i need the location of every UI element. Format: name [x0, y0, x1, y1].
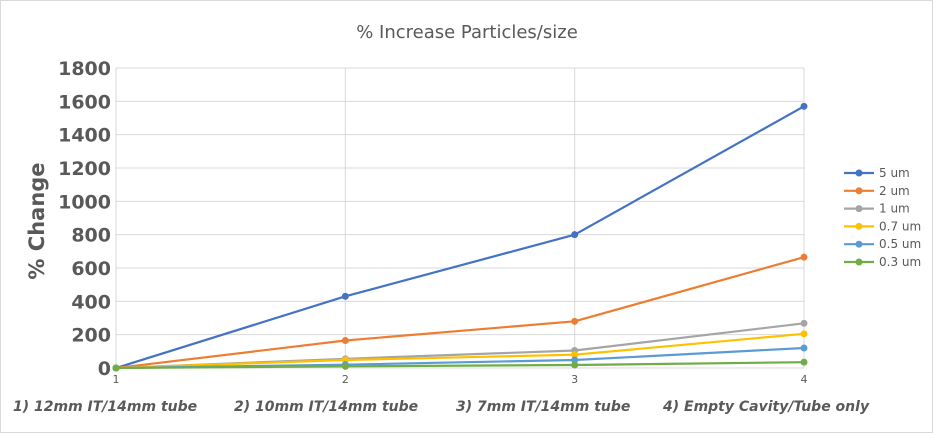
y-tick-label: 800 [71, 225, 111, 247]
legend-swatch-marker [855, 222, 863, 230]
legend-swatch-marker [855, 187, 863, 195]
data-point [571, 356, 579, 364]
legend-label: 5 um [879, 166, 910, 180]
data-point [341, 292, 349, 300]
annotation-label: 4) Empty Cavity/Tube only [662, 399, 870, 415]
series-line [115, 256, 805, 370]
x-tick-label: 1 [113, 373, 120, 386]
data-point [800, 253, 808, 261]
legend-swatch-marker [855, 205, 863, 213]
legend-swatch-marker [855, 258, 863, 266]
legend-item: 5 um [844, 166, 910, 180]
y-tick-label: 1400 [58, 125, 111, 147]
y-tick-label: 0 [98, 358, 111, 380]
y-tick-label: 1200 [58, 158, 111, 180]
y-tick-label: 1800 [58, 58, 111, 80]
y-tick-label: 1000 [58, 191, 111, 213]
x-tick-label: 4 [801, 373, 808, 386]
legend-label: 0.3 um [879, 255, 921, 269]
data-point [800, 102, 808, 110]
legend: 5 um 2 um 1 um 0.7 um 0.5 um 0.3 um [844, 166, 921, 269]
annotation-label: 1) 12mm IT/14mm tube [13, 399, 197, 415]
x-tick-label: 2 [342, 373, 349, 386]
legend-item: 0.3 um [844, 255, 921, 269]
data-point [571, 361, 579, 369]
legend-label: 0.5 um [879, 237, 921, 251]
y-tick-label: 1600 [58, 91, 111, 113]
data-point [571, 231, 579, 239]
legend-item: 0.7 um [844, 219, 921, 233]
data-point [800, 319, 808, 327]
y-tick-label: 400 [71, 291, 111, 313]
data-point [341, 362, 349, 370]
y-tick-label: 600 [71, 258, 111, 280]
chart-title: % Increase Particles/size [356, 22, 578, 43]
series-line [115, 361, 805, 370]
data-point [800, 358, 808, 366]
data-point [800, 330, 808, 338]
data-point [341, 337, 349, 344]
series-line [115, 105, 805, 370]
annotation-label: 2) 10mm IT/14mm tube [234, 399, 418, 415]
legend-item: 2 um [844, 184, 910, 198]
x-tick-label: 3 [571, 373, 578, 386]
x-annotations: 1) 12mm IT/14mm tube 2) 10mm IT/14mm tube… [13, 399, 870, 415]
series-lines [112, 102, 808, 372]
y-tick-label: 200 [71, 325, 111, 347]
legend-item: 0.5 um [844, 237, 921, 251]
data-point [112, 364, 120, 372]
y-axis-ticks: 0 200 400 600 800 1000 1200 1400 1600 1800 [58, 58, 111, 380]
legend-label: 0.7 um [879, 219, 921, 233]
legend-item: 1 um [844, 202, 910, 216]
y-axis-label: % Change [25, 162, 49, 279]
data-point [800, 344, 808, 352]
legend-label: 2 um [879, 184, 910, 198]
series-0-3-um [112, 358, 808, 372]
annotation-label: 3) 7mm IT/14mm tube [456, 399, 630, 415]
data-point [571, 317, 579, 325]
legend-label: 1 um [879, 202, 910, 216]
legend-swatch-marker [855, 169, 863, 177]
x-axis-ticks: 1 2 3 4 [113, 373, 808, 386]
legend-swatch-marker [855, 240, 863, 248]
series-line [115, 332, 805, 370]
grid-lines [115, 67, 805, 369]
data-point [571, 351, 579, 359]
